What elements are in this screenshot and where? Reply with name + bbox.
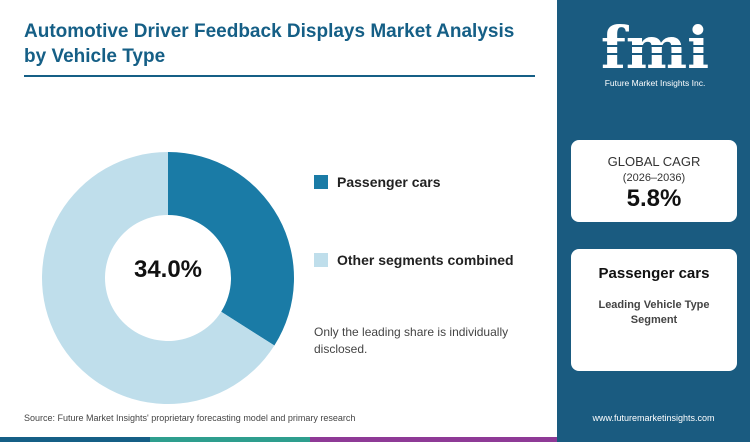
logo-company-name: Future Market Insights Inc.	[604, 78, 706, 88]
fmi-logo-mark: fmi	[589, 14, 721, 82]
bottom-accent-bar-2	[150, 437, 310, 442]
leading-segment-description: Leading Vehicle Type Segment	[598, 299, 710, 326]
bottom-accent-bar-1	[0, 437, 150, 442]
legend-item-passenger-cars: Passenger cars	[314, 174, 441, 190]
bottom-accent-bar-3	[310, 437, 557, 442]
legend-swatch-passenger-cars	[314, 175, 328, 189]
donut-slice-passenger-cars	[168, 152, 294, 346]
legend-label-passenger-cars: Passenger cars	[337, 174, 441, 190]
cagr-period: (2026–2036)	[622, 172, 686, 184]
legend-item-other-segments: Other segments combined	[314, 252, 514, 268]
legend-label-other-segments: Other segments combined	[337, 252, 514, 268]
title-divider	[24, 75, 535, 77]
chart-note: Only the leading share is individually d…	[314, 325, 509, 356]
website-link: www.futuremarketinsights.com	[592, 413, 715, 423]
cagr-label: GLOBAL CAGR	[607, 154, 701, 169]
leading-segment-card: Passenger cars Leading Vehicle Type Segm…	[571, 249, 737, 371]
donut-chart	[41, 152, 294, 404]
donut-slice-other-segments-combined	[41, 152, 275, 404]
leading-segment-name: Passenger cars	[598, 265, 710, 282]
donut-center-label: 34.0%	[133, 256, 203, 283]
cagr-value: 5.8%	[626, 185, 682, 212]
page-title: Automotive Driver Feedback Displays Mark…	[24, 21, 515, 67]
legend-swatch-other-segments	[314, 253, 328, 267]
source-note: Source: Future Market Insights' propriet…	[24, 413, 356, 423]
fmi-logo: fmi Future Market Insights Inc.	[585, 14, 725, 98]
chart-panel: Automotive Driver Feedback Displays Mark…	[0, 21, 557, 442]
logo-text: fmi	[601, 16, 709, 78]
cagr-card: GLOBAL CAGR (2026–2036) 5.8%	[571, 140, 737, 222]
sidebar: fmi Future Market Insights Inc. GLOBAL C…	[557, 0, 750, 442]
